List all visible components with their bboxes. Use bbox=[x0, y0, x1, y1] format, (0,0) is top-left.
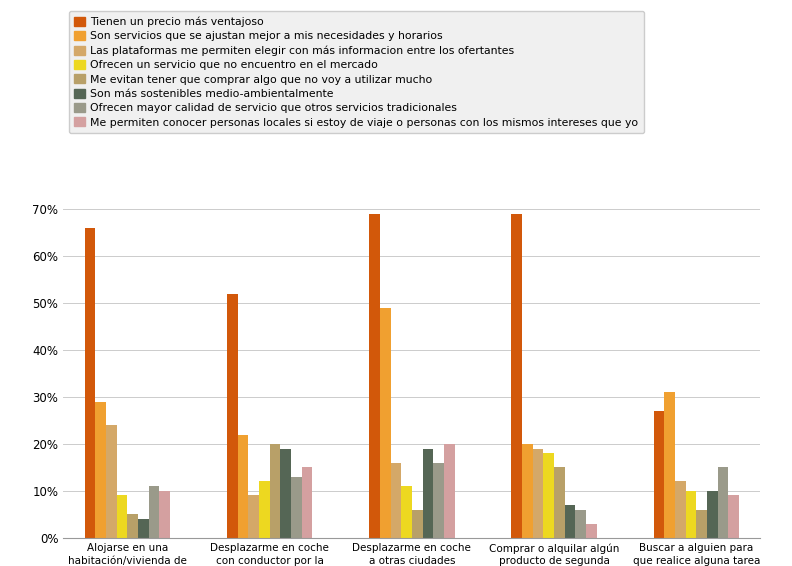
Bar bbox=[149, 486, 159, 538]
Bar bbox=[718, 468, 729, 538]
Bar bbox=[675, 482, 686, 538]
Bar bbox=[402, 486, 412, 538]
Bar bbox=[159, 491, 170, 538]
Bar bbox=[259, 482, 269, 538]
Bar bbox=[565, 505, 576, 538]
Bar bbox=[128, 514, 138, 538]
Bar bbox=[729, 495, 739, 538]
Bar bbox=[554, 468, 565, 538]
Bar bbox=[412, 509, 422, 538]
Bar bbox=[390, 462, 402, 538]
Bar bbox=[686, 491, 696, 538]
Bar bbox=[653, 411, 664, 538]
Legend: Tienen un precio más ventajoso, Son servicios que se ajustan mejor a mis necesid: Tienen un precio más ventajoso, Son serv… bbox=[69, 11, 644, 133]
Bar bbox=[512, 214, 522, 538]
Bar bbox=[227, 294, 238, 538]
Bar bbox=[302, 468, 312, 538]
Bar bbox=[586, 524, 596, 538]
Bar bbox=[138, 519, 149, 538]
Bar bbox=[85, 228, 95, 538]
Bar bbox=[95, 402, 106, 538]
Bar bbox=[116, 495, 128, 538]
Bar bbox=[269, 444, 280, 538]
Bar bbox=[106, 425, 116, 538]
Bar bbox=[291, 477, 302, 538]
Bar bbox=[707, 491, 718, 538]
Bar bbox=[380, 308, 390, 538]
Bar bbox=[522, 444, 533, 538]
Bar bbox=[433, 462, 444, 538]
Bar bbox=[533, 449, 543, 538]
Bar bbox=[696, 509, 707, 538]
Bar bbox=[238, 435, 248, 538]
Bar bbox=[543, 453, 554, 538]
Bar bbox=[664, 392, 675, 538]
Bar bbox=[444, 444, 455, 538]
Bar bbox=[422, 449, 433, 538]
Bar bbox=[369, 214, 380, 538]
Bar bbox=[280, 449, 291, 538]
Bar bbox=[248, 495, 259, 538]
Bar bbox=[576, 509, 586, 538]
